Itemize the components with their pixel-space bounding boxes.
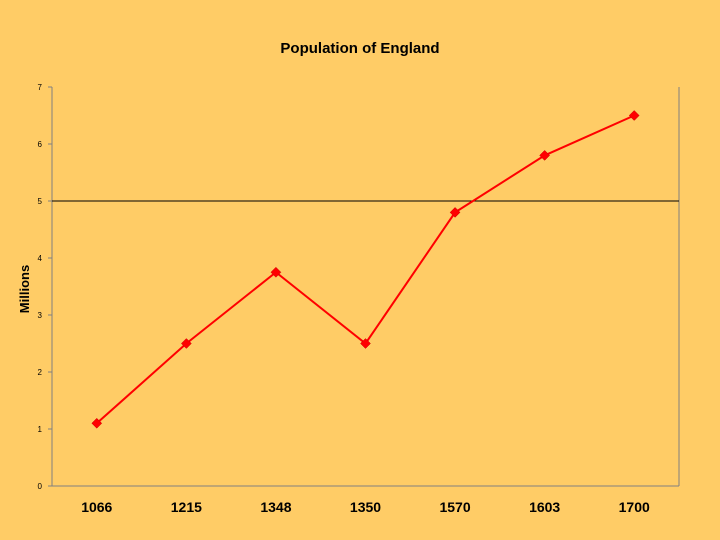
chart-title: Population of England [280,40,440,57]
y-tick-label: 0 [38,482,43,491]
y-axis-title: Millions [17,265,32,313]
data-point [181,338,192,349]
y-tick-label: 7 [38,83,43,92]
plot-area [51,87,680,487]
x-tick-label: 1570 [439,499,470,515]
y-tick-label: 4 [38,254,43,263]
y-tick-label: 6 [38,140,43,149]
y-tick-label: 3 [38,311,43,320]
y-tick-label: 2 [38,368,43,377]
data-point [91,417,103,429]
series-line [96,114,635,425]
data-point [539,150,550,161]
x-tick-label: 1603 [529,499,560,515]
data-point [270,266,282,278]
x-tick-label: 1215 [171,499,202,515]
y-tick-label: 1 [38,425,43,434]
y-axis: 0 1 2 3 4 5 6 7 [38,83,52,491]
x-tick-label: 1348 [260,499,291,515]
data-point [360,338,371,349]
data-point [628,110,640,121]
x-tick-label: 1066 [81,499,112,515]
data-point [449,207,461,218]
x-axis: 1066 1215 1348 1350 1570 1603 1700 [81,499,650,515]
x-tick-label: 1700 [619,499,650,515]
x-tick-label: 1350 [350,499,381,515]
y-tick-label: 5 [38,197,43,206]
series [91,110,640,429]
